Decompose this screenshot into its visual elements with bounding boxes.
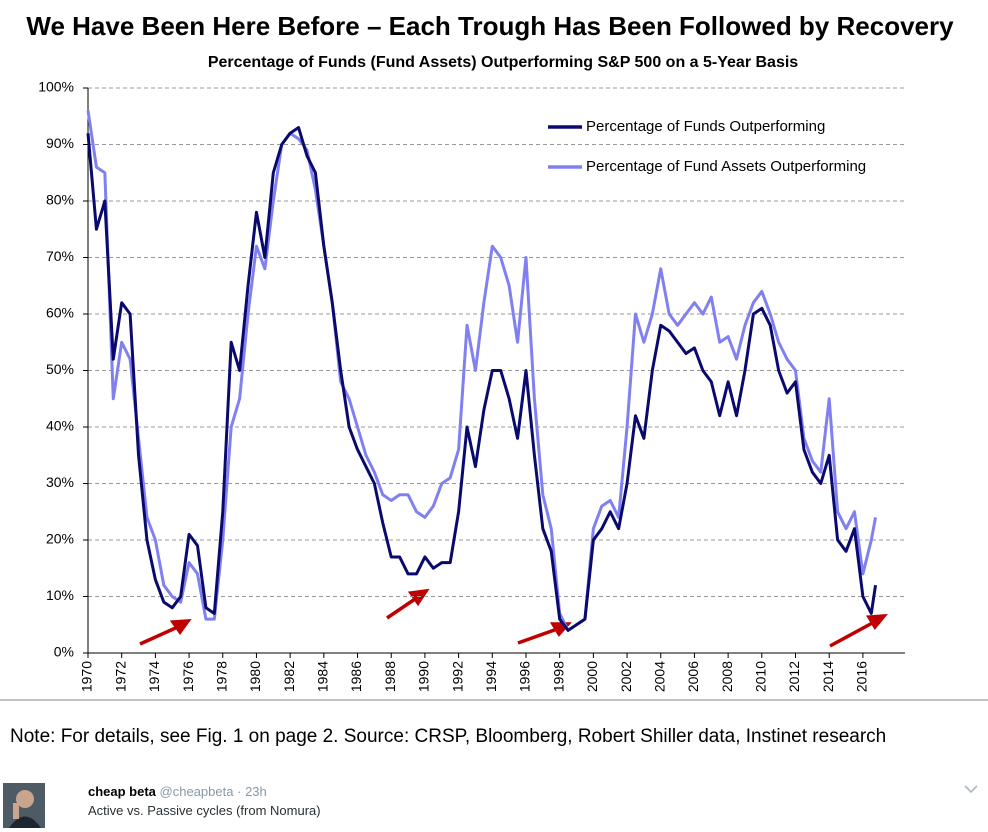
avatar-image: [3, 783, 45, 828]
note: Note: For details, see Fig. 1 on page 2.…: [10, 726, 886, 747]
series-line: [86, 126, 878, 632]
tweet-menu[interactable]: [963, 783, 979, 795]
x-tick-label: 1976: [180, 661, 196, 692]
y-tick-label: 20%: [46, 531, 74, 547]
y-tick-label: 40%: [46, 418, 74, 434]
y-tick-label: 30%: [46, 474, 74, 490]
x-tick-label: 1980: [247, 661, 263, 692]
x-tick-label: 2008: [719, 661, 735, 692]
x-tick-label: 1990: [416, 661, 432, 692]
chart: We Have Been Here Before – Each Trough H…: [0, 11, 988, 747]
x-tick-label: 1984: [315, 661, 331, 692]
y-tick-label: 80%: [46, 192, 74, 208]
x-tick-label: 2012: [786, 661, 802, 692]
x-tick-label: 1970: [79, 661, 95, 692]
legend-label: Percentage of Funds Outperforming: [586, 118, 825, 135]
x-tick-label: 1972: [112, 661, 128, 692]
avatar[interactable]: [3, 783, 45, 828]
chart-subtitle: Percentage of Funds (Fund Assets) Outper…: [208, 54, 798, 71]
x-tick-label: 2000: [584, 661, 600, 692]
x-tick-label: 1996: [517, 661, 533, 692]
y-tick-label: 70%: [46, 248, 74, 264]
y-tick-label: 10%: [46, 587, 74, 603]
tweet-text: Active vs. Passive cycles (from Nomura): [88, 803, 321, 818]
y-tick-label: 100%: [38, 79, 74, 95]
x-tick-label: 1982: [281, 661, 297, 692]
y-tick-label: 90%: [46, 135, 74, 151]
y-tick-label: 50%: [46, 361, 74, 377]
y-tick-label: 60%: [46, 305, 74, 321]
x-tick-label: 2016: [854, 661, 870, 692]
tweet-name[interactable]: cheap beta: [88, 784, 156, 799]
series-line: [86, 110, 877, 632]
x-tick-label: 2014: [820, 661, 836, 692]
x-tick-label: 1986: [348, 661, 364, 692]
x-tick-label: 1974: [146, 661, 162, 692]
tweet-header: cheap beta @cheapbeta · 23h: [88, 784, 267, 799]
x-tick-label: 1978: [213, 661, 229, 692]
x-tick-label: 1994: [483, 661, 499, 692]
tweet-separator: ·: [237, 784, 242, 799]
chart-title: We Have Been Here Before – Each Trough H…: [26, 11, 954, 41]
legend-label: Percentage of Fund Assets Outperforming: [586, 158, 866, 175]
x-tick-label: 2010: [753, 661, 769, 692]
x-tick-label: 1988: [382, 661, 398, 692]
x-tick-label: 2004: [651, 661, 667, 692]
x-tick-label: 2006: [685, 661, 701, 692]
tweet-handle[interactable]: @cheapbeta: [159, 784, 234, 799]
y-tick-label: 0%: [54, 644, 74, 660]
arrows: [139, 588, 888, 648]
x-tick-label: 1998: [550, 661, 566, 692]
tweet-time[interactable]: 23h: [245, 784, 267, 799]
x-tick-label: 1992: [449, 661, 465, 692]
x-tick-label: 2002: [618, 661, 634, 692]
